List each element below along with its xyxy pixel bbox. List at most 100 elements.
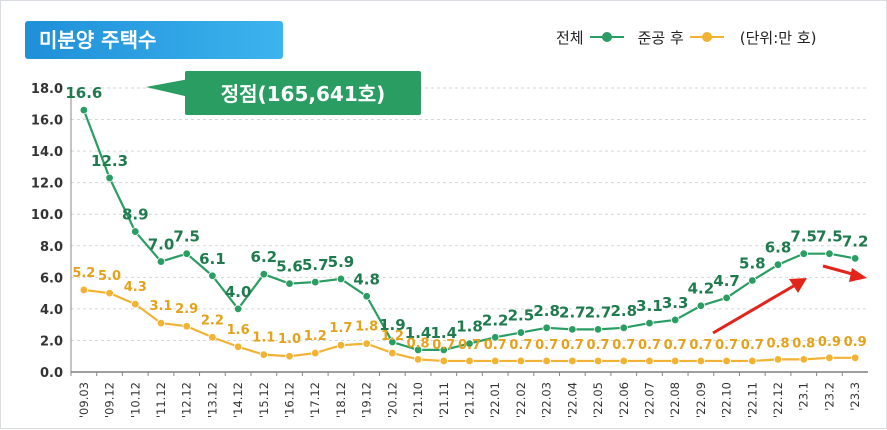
data-label-completed: 1.8 — [355, 320, 378, 335]
data-label-total: 7.5 — [173, 228, 200, 246]
legend-swatch-completed — [689, 31, 724, 43]
x-tick-label: '20.12 — [385, 382, 399, 418]
trend-arrow-down — [822, 264, 857, 277]
trend-arrow-down-head — [849, 268, 867, 282]
data-label-completed: 0.7 — [458, 338, 481, 353]
data-label-completed: 5.2 — [72, 266, 95, 281]
x-tick-label: '22.11 — [745, 382, 759, 418]
data-point-completed — [208, 333, 217, 342]
data-point-completed — [568, 356, 577, 366]
data-label-total: 6.2 — [251, 248, 278, 266]
data-point-completed — [311, 348, 320, 358]
data-label-completed: 0.7 — [689, 338, 712, 353]
data-label-completed: 0.7 — [587, 338, 610, 353]
data-label-total: 5.9 — [328, 253, 355, 271]
data-label-total: 2.8 — [533, 302, 560, 320]
data-label-completed: 0.7 — [741, 338, 764, 353]
data-label-completed: 1.2 — [381, 329, 404, 344]
data-point-completed — [619, 356, 628, 366]
data-label-completed: 0.7 — [509, 338, 532, 353]
data-label-completed: 0.7 — [561, 338, 584, 353]
data-point-total — [79, 105, 89, 115]
x-tick-label: '22.09 — [694, 382, 708, 418]
data-point-completed — [131, 299, 140, 309]
data-label-completed: 1.1 — [252, 331, 275, 346]
x-tick-label: '09.12 — [103, 382, 117, 418]
data-point-completed — [645, 356, 654, 366]
data-label-completed: 0.9 — [818, 335, 841, 350]
x-tick-label: '22.12 — [771, 382, 785, 418]
data-point-total — [850, 254, 860, 263]
y-tick-label: 14.0 — [31, 145, 63, 160]
legend-label-total: 전체 — [556, 28, 584, 47]
callout-pointer — [145, 79, 189, 97]
data-point-total — [156, 257, 166, 266]
data-label-completed: 3.1 — [149, 299, 172, 314]
data-label-total: 3.1 — [636, 297, 663, 315]
data-label-total: 4.8 — [353, 270, 380, 288]
data-point-total — [799, 249, 808, 258]
data-point-total — [773, 260, 783, 269]
x-tick-label: '22.06 — [617, 382, 631, 418]
data-label-total: 4.2 — [688, 280, 715, 298]
legend-swatch-total — [589, 31, 624, 43]
data-label-total: 7.5 — [790, 228, 817, 246]
data-point-total — [311, 277, 320, 287]
x-tick-label: '22.08 — [668, 382, 682, 418]
x-tick-label: '15.12 — [257, 382, 271, 418]
chart-title: 미분양 주택수 — [25, 21, 283, 59]
data-point-completed — [285, 352, 294, 361]
data-label-total: 7.0 — [148, 236, 175, 254]
x-tick-label: '22.04 — [565, 382, 579, 418]
x-tick-label: '21.12 — [463, 382, 477, 418]
data-point-completed — [362, 339, 371, 348]
y-tick-label: 2.0 — [40, 334, 63, 349]
data-point-total — [645, 318, 654, 328]
data-point-completed — [259, 350, 269, 359]
data-point-completed — [799, 355, 808, 364]
data-point-completed — [773, 355, 783, 364]
data-point-total — [696, 301, 706, 310]
data-label-completed: 0.9 — [844, 335, 867, 350]
data-label-total: 2.2 — [482, 311, 509, 329]
data-label-total: 5.7 — [302, 256, 329, 274]
data-point-total — [516, 328, 526, 337]
data-point-completed — [182, 322, 191, 331]
y-tick-label: 18.0 — [31, 82, 63, 97]
x-tick-label: '22.05 — [591, 382, 605, 418]
data-label-total: 12.3 — [91, 152, 128, 170]
data-point-completed — [413, 355, 423, 364]
data-label-total: 2.5 — [508, 307, 535, 325]
data-label-completed: 0.7 — [638, 338, 661, 353]
data-label-completed: 2.9 — [175, 302, 198, 317]
data-label-total: 6.8 — [765, 239, 792, 257]
x-tick-label: '17.12 — [308, 382, 322, 418]
x-tick-label: '22.10 — [720, 382, 734, 418]
data-point-completed — [233, 342, 243, 351]
data-point-completed — [491, 356, 500, 366]
data-label-completed: 0.7 — [535, 338, 558, 353]
data-label-completed: 0.8 — [767, 336, 790, 351]
data-point-total — [131, 227, 140, 236]
data-label-completed: 0.8 — [407, 336, 430, 351]
data-point-total — [542, 323, 551, 333]
data-label-total: 1.4 — [431, 324, 458, 342]
data-label-total: 2.7 — [585, 303, 612, 321]
callout-box — [185, 71, 421, 115]
data-point-total — [619, 323, 628, 333]
data-point-completed — [465, 356, 474, 366]
data-label-completed: 5.0 — [98, 269, 121, 284]
data-label-total: 16.6 — [65, 84, 102, 102]
data-point-total — [465, 339, 474, 348]
data-label-total: 4.0 — [225, 283, 252, 301]
data-label-total: 7.2 — [842, 232, 869, 250]
data-point-completed — [748, 356, 757, 366]
data-label-completed: 0.7 — [612, 338, 635, 353]
data-point-completed — [670, 356, 680, 366]
data-point-total — [105, 173, 114, 183]
data-point-total — [362, 292, 371, 301]
data-label-completed: 1.2 — [304, 329, 327, 344]
data-label-total: 1.4 — [405, 324, 432, 342]
data-label-completed: 2.2 — [201, 313, 224, 328]
